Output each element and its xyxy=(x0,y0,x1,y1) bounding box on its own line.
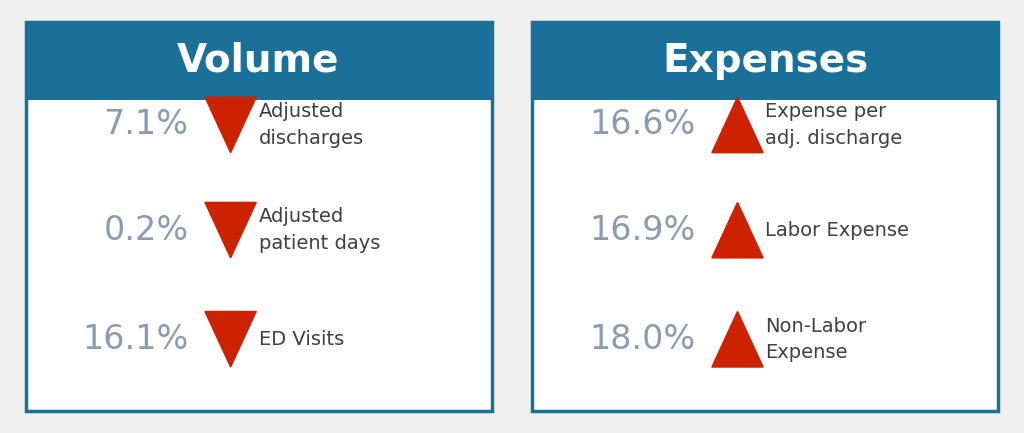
Text: Non-Labor
Expense: Non-Labor Expense xyxy=(766,317,866,362)
Text: Adjusted
discharges: Adjusted discharges xyxy=(258,102,364,148)
FancyBboxPatch shape xyxy=(532,22,998,411)
Polygon shape xyxy=(712,97,763,153)
Text: 16.6%: 16.6% xyxy=(589,108,695,142)
Polygon shape xyxy=(712,202,763,258)
Polygon shape xyxy=(205,202,256,258)
Text: Expenses: Expenses xyxy=(663,42,868,80)
Text: 18.0%: 18.0% xyxy=(590,323,695,356)
Polygon shape xyxy=(205,97,256,153)
Polygon shape xyxy=(205,311,256,367)
Text: Expense per
adj. discharge: Expense per adj. discharge xyxy=(766,102,903,148)
Text: 7.1%: 7.1% xyxy=(103,108,188,142)
Text: Volume: Volume xyxy=(177,42,340,80)
Text: 16.1%: 16.1% xyxy=(82,323,188,356)
Polygon shape xyxy=(712,311,763,367)
Text: Adjusted
patient days: Adjusted patient days xyxy=(258,207,380,253)
Text: ED Visits: ED Visits xyxy=(258,330,344,349)
FancyBboxPatch shape xyxy=(532,22,998,100)
Text: 0.2%: 0.2% xyxy=(103,213,188,247)
Text: 16.9%: 16.9% xyxy=(589,213,695,247)
Text: Labor Expense: Labor Expense xyxy=(766,221,909,239)
FancyBboxPatch shape xyxy=(26,22,492,100)
FancyBboxPatch shape xyxy=(26,22,492,411)
